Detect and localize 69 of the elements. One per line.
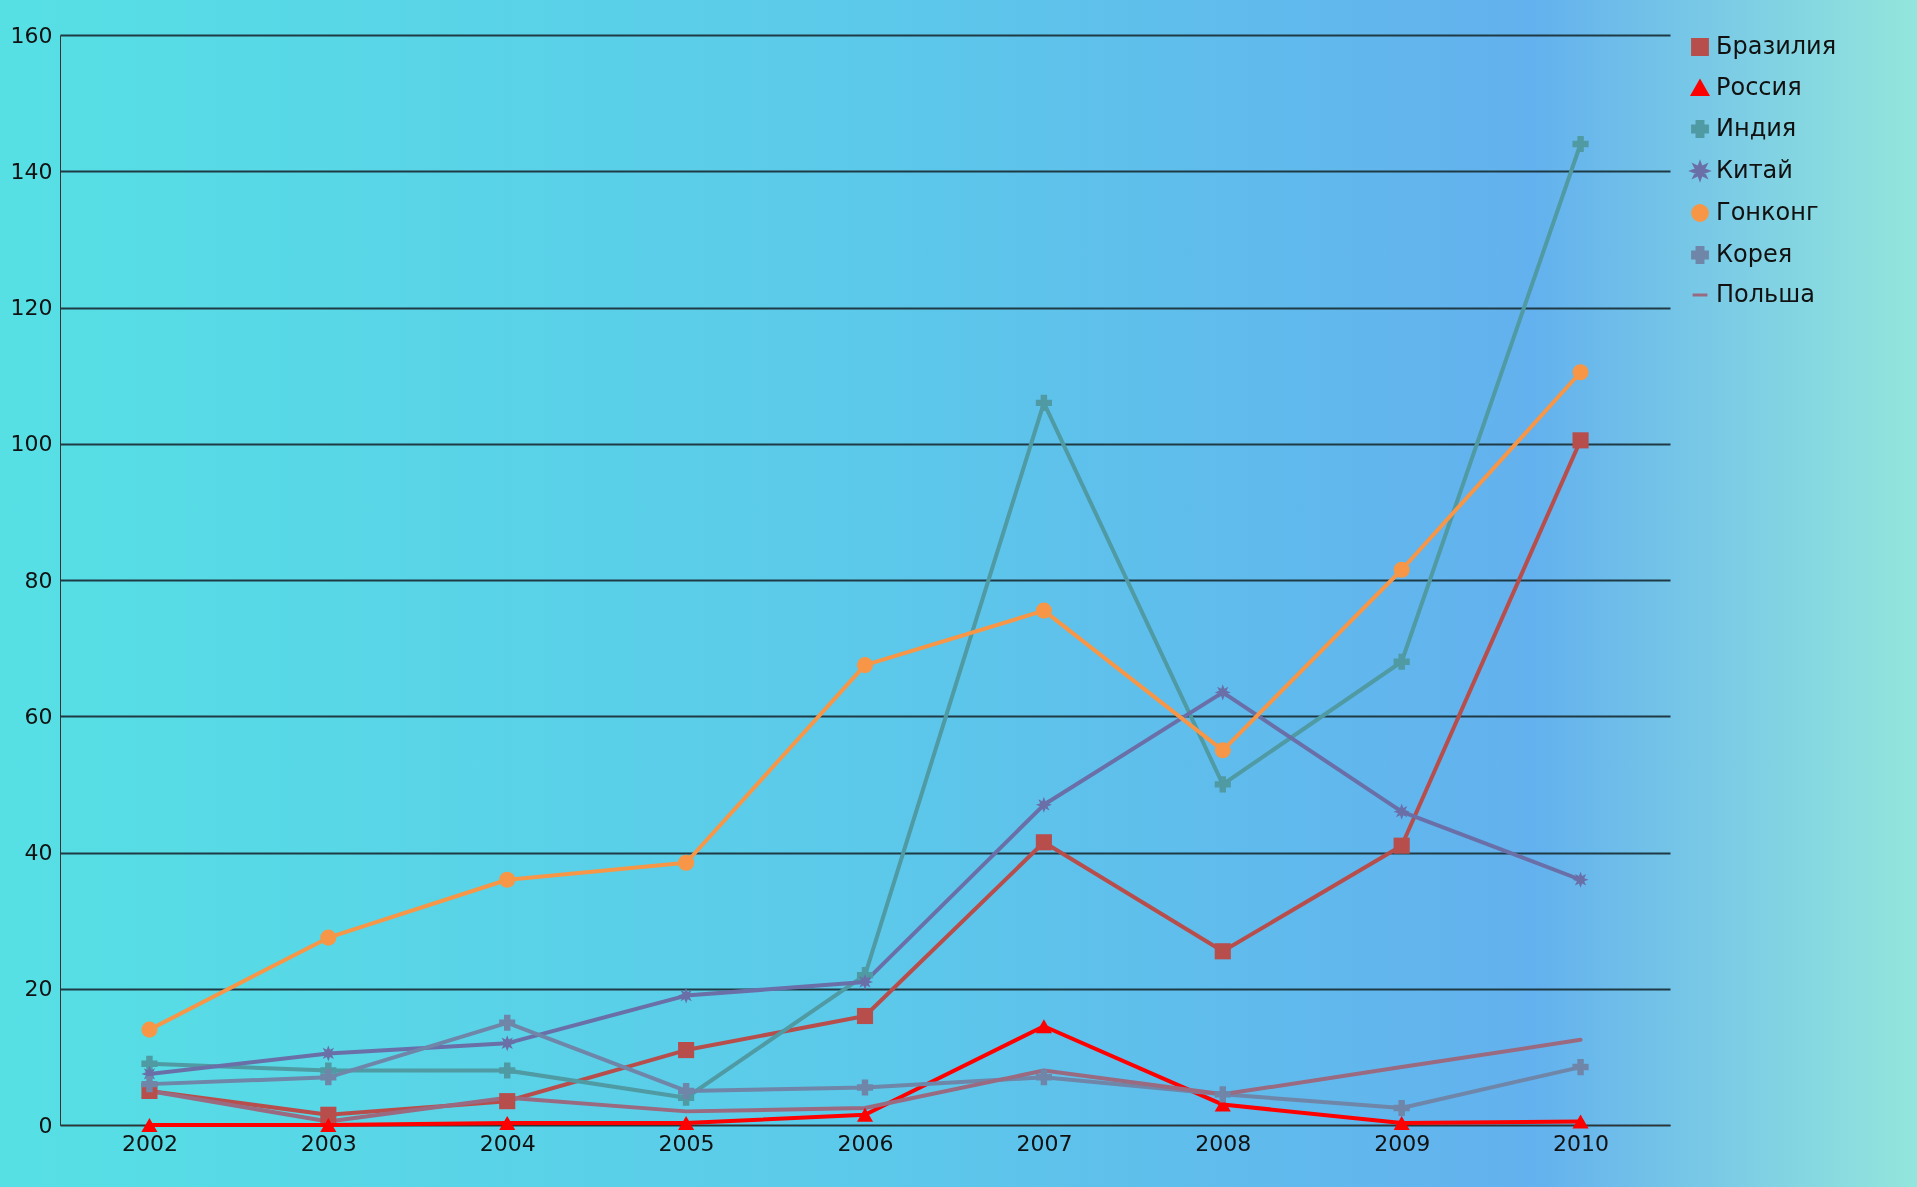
legend-label: Индия bbox=[1716, 114, 1797, 142]
point bbox=[1393, 1099, 1410, 1117]
point bbox=[1035, 394, 1052, 411]
point bbox=[141, 1021, 158, 1038]
point bbox=[1572, 135, 1589, 153]
point bbox=[1214, 943, 1231, 960]
legend-label: Корея bbox=[1716, 240, 1793, 268]
point bbox=[1393, 653, 1410, 670]
x-tick-label: 2008 bbox=[1195, 1130, 1252, 1156]
point bbox=[1035, 1019, 1052, 1034]
point bbox=[1393, 803, 1410, 820]
point bbox=[1214, 742, 1231, 759]
y-tick-label: 40 bbox=[24, 840, 53, 865]
point bbox=[1035, 602, 1052, 619]
point bbox=[320, 929, 337, 946]
point bbox=[1572, 1114, 1589, 1129]
x-tick-label: 2006 bbox=[837, 1130, 894, 1156]
point bbox=[1572, 432, 1589, 449]
y-tick-label: 80 bbox=[24, 567, 53, 593]
legend-label: Польша bbox=[1716, 280, 1815, 308]
point bbox=[678, 1115, 695, 1130]
x-tick-label: 2002 bbox=[121, 1130, 178, 1156]
point bbox=[856, 1007, 874, 1025]
point bbox=[856, 1079, 874, 1096]
point bbox=[678, 1042, 695, 1059]
x-tick-label: 2009 bbox=[1374, 1130, 1431, 1156]
point bbox=[499, 1093, 516, 1110]
point bbox=[856, 1107, 874, 1122]
x-tick-label: 2010 bbox=[1553, 1130, 1610, 1156]
point bbox=[499, 1062, 516, 1079]
point bbox=[1393, 561, 1410, 578]
point bbox=[1214, 1086, 1231, 1103]
y-tick-label: 0 bbox=[38, 1112, 53, 1138]
y-tick-label: 160 bbox=[10, 22, 53, 48]
point bbox=[678, 1082, 695, 1099]
x-tick-label: 2004 bbox=[479, 1130, 536, 1156]
y-tick-label: 60 bbox=[24, 703, 53, 729]
y-tick-label: 140 bbox=[10, 158, 53, 184]
point bbox=[1214, 684, 1231, 701]
point bbox=[678, 854, 695, 871]
legend-label: Бразилия bbox=[1716, 32, 1837, 60]
x-tick-label: 2007 bbox=[1016, 1130, 1073, 1156]
point bbox=[499, 1014, 516, 1031]
legend-label: Китай bbox=[1716, 156, 1793, 184]
point bbox=[1035, 1069, 1052, 1086]
point bbox=[499, 871, 516, 888]
y-tick-label: 20 bbox=[24, 976, 53, 1002]
point bbox=[141, 1118, 158, 1132]
legend-label: Россия bbox=[1716, 73, 1802, 101]
point bbox=[499, 1035, 516, 1052]
point bbox=[320, 1069, 337, 1086]
y-tick-label: 120 bbox=[10, 295, 53, 320]
point bbox=[1393, 837, 1410, 854]
x-tick-label: 2005 bbox=[658, 1130, 715, 1156]
point bbox=[320, 1106, 337, 1123]
point bbox=[1572, 1059, 1589, 1076]
legend-label: Гонконг bbox=[1716, 198, 1819, 226]
point bbox=[141, 1076, 158, 1093]
point bbox=[1393, 1115, 1410, 1130]
point bbox=[1572, 871, 1589, 888]
x-tick-label: 2003 bbox=[300, 1130, 357, 1156]
point bbox=[1035, 834, 1052, 851]
point bbox=[320, 1118, 337, 1132]
point bbox=[1035, 796, 1052, 813]
point bbox=[856, 657, 874, 674]
point bbox=[499, 1115, 516, 1130]
point bbox=[1572, 364, 1589, 381]
point bbox=[1214, 776, 1231, 793]
y-tick-label: 100 bbox=[10, 431, 53, 457]
